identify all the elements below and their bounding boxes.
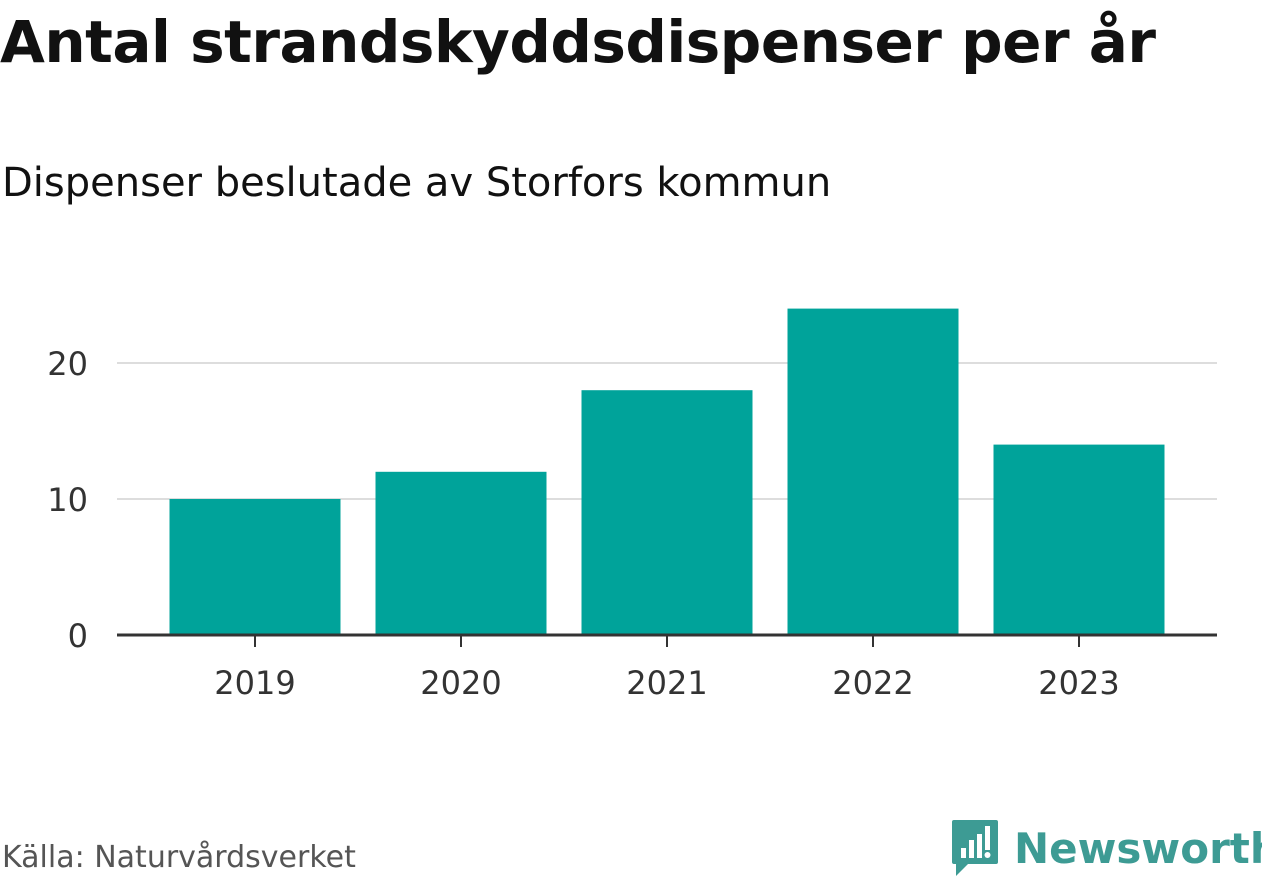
bar-2020[interactable] xyxy=(375,471,547,635)
x-tick-label-2023: 2023 xyxy=(1038,664,1119,702)
bar-2019[interactable] xyxy=(169,499,341,635)
x-tick-label-2019: 2019 xyxy=(214,664,295,702)
source-note: Källa: Naturvårdsverket xyxy=(2,840,356,875)
y-tick-label-20: 20 xyxy=(47,345,88,383)
bar-2022[interactable] xyxy=(787,308,959,635)
brand-name: Newsworthy xyxy=(1014,823,1262,873)
x-ticks xyxy=(254,635,1080,647)
newsworthy-logo-icon xyxy=(952,820,998,876)
y-tick-label-10: 10 xyxy=(47,481,88,519)
chart-title: Antal strandskyddsdispenser per år xyxy=(0,8,1156,76)
x-tick-label-2020: 2020 xyxy=(420,664,501,702)
x-tick-label-2021: 2021 xyxy=(626,664,707,702)
brand-logo[interactable]: Newsworthy xyxy=(950,818,1262,878)
x-tick-label-2022: 2022 xyxy=(832,664,913,702)
y-tick-label-0: 0 xyxy=(68,617,88,655)
bars xyxy=(169,308,1165,635)
bar-2023[interactable] xyxy=(993,444,1165,635)
y-tick-labels: 0 10 20 xyxy=(47,345,88,655)
bar-2021[interactable] xyxy=(581,390,753,635)
chart-subtitle: Dispenser beslutade av Storfors kommun xyxy=(2,160,832,206)
x-tick-labels: 2019 2020 2021 2022 2023 xyxy=(214,664,1119,702)
